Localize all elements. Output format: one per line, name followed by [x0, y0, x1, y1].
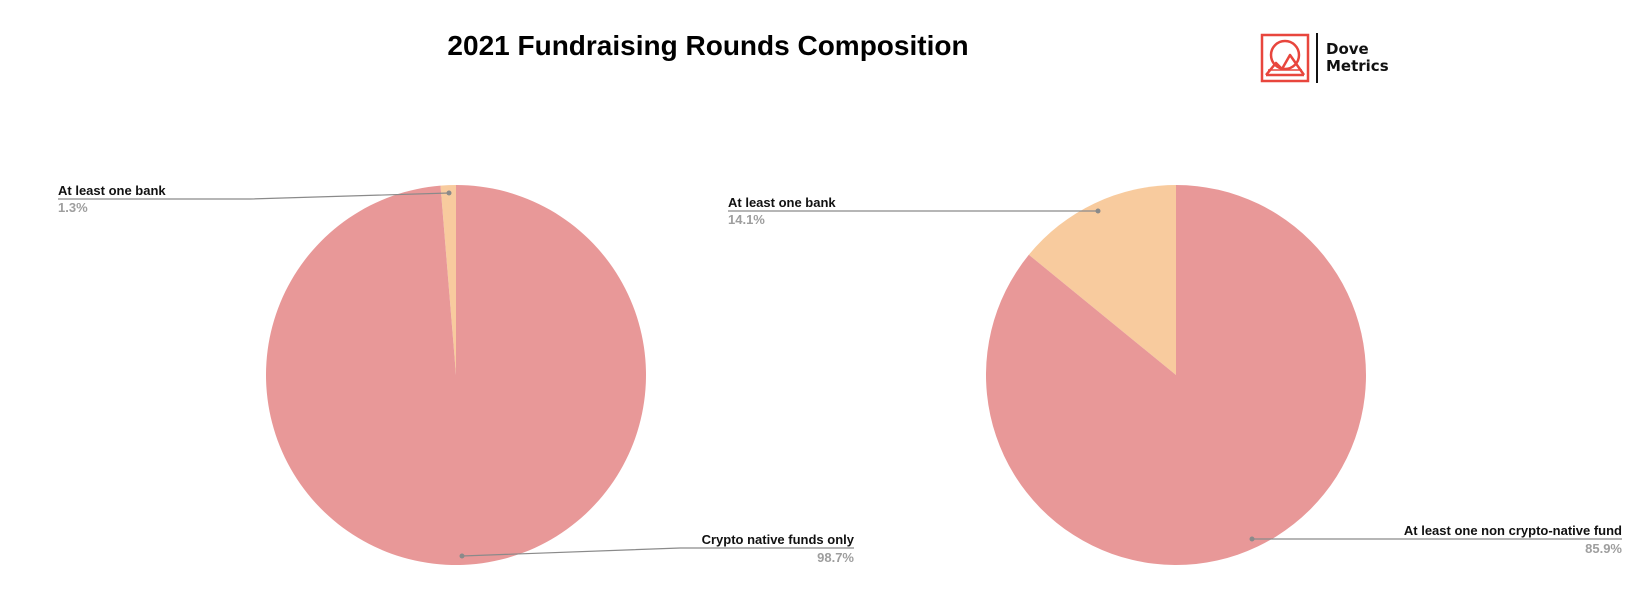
pie-slice: [440, 185, 456, 375]
slice-label: At least one bank: [58, 183, 166, 198]
callout-dot: [1249, 536, 1255, 542]
pie-slice: [1028, 185, 1176, 375]
callout-leader-line: [58, 192, 450, 200]
brand-logo: Dove Metrics: [1260, 32, 1389, 84]
slice-value-label: 98.7%: [817, 550, 854, 565]
slice-value-label: 14.1%: [728, 212, 765, 227]
brand-name-line1: Dove: [1326, 40, 1369, 58]
slice-label: At least one bank: [728, 195, 836, 210]
brand-name: Dove Metrics: [1326, 41, 1389, 75]
mountain-logo-icon: [1260, 33, 1310, 83]
slice-value-label: 85.9%: [1585, 541, 1622, 556]
callout-dot: [459, 553, 465, 559]
callout-dot: [1095, 208, 1101, 214]
slice-value-label: 1.3%: [58, 200, 88, 215]
pie-chart-1: At least one bank 1.3% Crypto native funds…: [58, 183, 855, 565]
brand-name-line2: Metrics: [1326, 57, 1389, 75]
page-title: 2021 Fundraising Rounds Composition: [447, 30, 969, 61]
pie-slice: [985, 185, 1366, 565]
slice-label: Crypto native funds only: [702, 532, 855, 547]
callout-dot: [446, 190, 452, 196]
pie-chart-2: At least one bank 14.1% At least one non c…: [728, 185, 1622, 565]
brand-divider: [1316, 33, 1318, 83]
callout-leader-line: [461, 547, 854, 557]
pie-slice: [265, 185, 646, 565]
slice-label: At least one non crypto-native fund: [1404, 523, 1622, 538]
